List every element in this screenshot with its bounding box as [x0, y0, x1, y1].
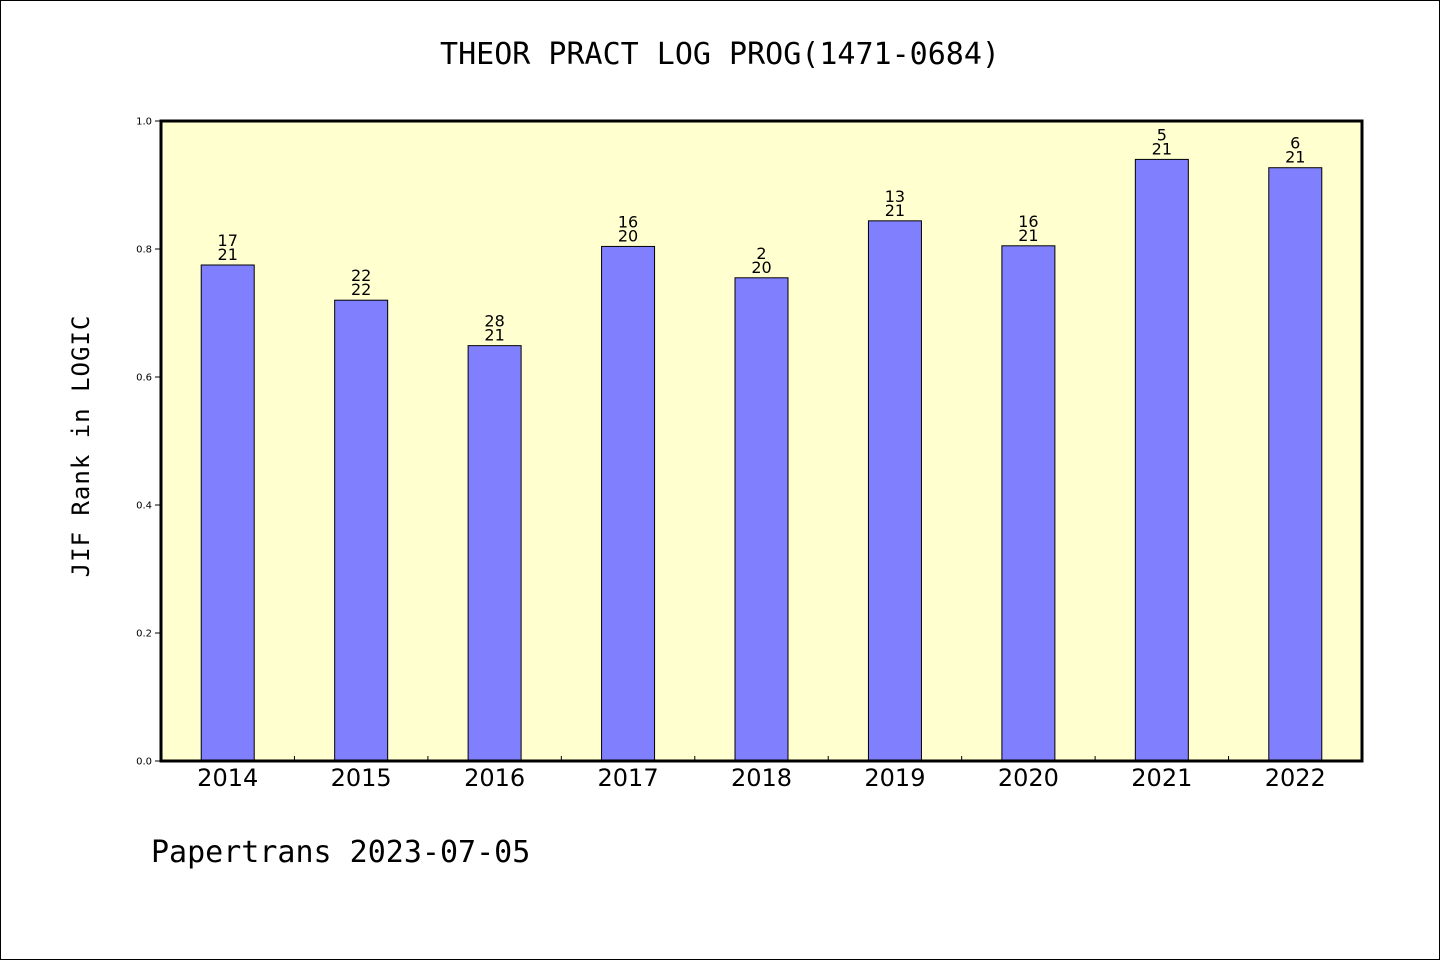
bar-label-top: 2: [756, 244, 766, 263]
x-tick-label: 2014: [197, 764, 258, 792]
plot-border: [159, 119, 1364, 763]
bar-label-bottom: 21: [484, 326, 504, 345]
bar-label-bottom: 21: [1018, 226, 1038, 245]
x-tick-label: 2017: [598, 764, 659, 792]
x-tick-label: 2021: [1131, 764, 1192, 792]
y-tick-label: 0.6: [136, 373, 152, 384]
bar-label-bottom: 21: [218, 245, 238, 264]
bar: [601, 245, 656, 762]
bar: [867, 220, 922, 762]
x-tick-label: 2022: [1265, 764, 1326, 792]
bar-label-top: 16: [1018, 212, 1038, 231]
y-axis: 0.0 0.2 0.4 0.6 0.8 1.0: [136, 117, 161, 768]
bar-label-top: 6: [1290, 134, 1300, 153]
bar-label-bottom: 22: [351, 280, 371, 299]
bar: [467, 345, 522, 762]
chart-title: THEOR PRACT LOG PROG(1471-0684): [440, 37, 1000, 72]
bar-label-bottom: 21: [1285, 148, 1305, 167]
x-tick-label: 2015: [331, 764, 392, 792]
bar-label-bottom: 20: [618, 226, 638, 245]
y-tick-label: 0.2: [136, 629, 152, 640]
y-tick-label: 0.8: [136, 245, 152, 256]
y-tick-label: 0.0: [136, 757, 152, 768]
bar-label-bottom: 21: [1152, 139, 1172, 158]
bar-label-top: 13: [885, 187, 905, 206]
y-tick-label: 1.0: [136, 117, 152, 128]
x-tick-label: 2020: [998, 764, 1059, 792]
bar: [1268, 167, 1323, 762]
bars-group: [200, 158, 1323, 762]
y-axis-label: JIF Rank in LOGIC: [67, 315, 95, 578]
bar: [334, 299, 389, 762]
bar-label-top: 16: [618, 212, 638, 231]
bar: [200, 264, 255, 762]
bar-label-top: 22: [351, 266, 371, 285]
x-axis: 2014 2015 2016 2017 2018 2019 2020 2021 2022: [197, 756, 1326, 792]
bar-label-top: 17: [218, 231, 238, 250]
bar-label-top: 28: [484, 312, 504, 331]
bar: [1134, 158, 1189, 762]
bar-label-top: 5: [1157, 125, 1167, 144]
footer-credit: Papertrans 2023-07-05: [151, 835, 531, 870]
x-tick-label: 2019: [864, 764, 925, 792]
bar-label-bottom: 21: [885, 201, 905, 220]
x-tick-label: 2018: [731, 764, 792, 792]
y-tick-label: 0.4: [136, 501, 152, 512]
bar: [1001, 245, 1056, 762]
bar: [734, 277, 789, 762]
bar-label-bottom: 20: [751, 258, 771, 277]
x-tick-label: 2016: [464, 764, 525, 792]
